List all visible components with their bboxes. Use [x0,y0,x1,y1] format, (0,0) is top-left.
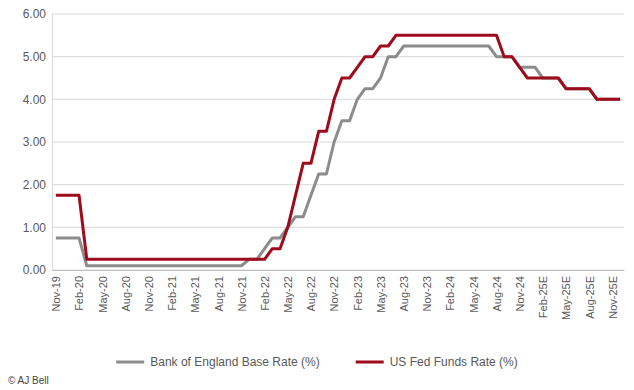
y-tick-label: 6.00 [23,7,47,21]
x-tick-label: Feb-23 [352,276,364,311]
x-tick-label: Nov-22 [328,276,340,311]
x-tick: Aug-22 [305,270,317,311]
x-tick: May-25E [560,270,572,320]
x-tick: Feb-21 [166,270,178,311]
annotation: © AJ Bell [8,375,49,386]
y-tick-label: 4.00 [23,93,47,107]
y-axis-line [52,15,53,271]
x-tick: Nov-22 [328,270,340,311]
legend: Bank of England Base Rate (%) US Fed Fund… [116,355,517,369]
x-tick-label: Nov-23 [421,276,433,311]
grid-line [52,56,624,57]
chart: 0.00 1.00 2.00 3.00 4.00 5.00 6.00 Nov-19 Feb-20… [0,0,634,390]
x-tick: Aug-24 [491,270,503,311]
y-tick: 6.00 [23,7,52,21]
grid-line [52,14,624,15]
x-tick: May-23 [375,270,387,313]
legend-item: Bank of England Base Rate (%) [116,355,319,369]
x-tick: Feb-20 [73,270,85,311]
grid-line [52,227,624,228]
watermark: © AJ Bell [5,373,52,388]
x-tick-label: Feb-20 [73,276,85,311]
x-tick: May-22 [282,270,294,313]
x-tick-label: Nov-19 [50,276,62,311]
x-tick: Aug-23 [398,270,410,311]
x-tick: Aug-20 [120,270,132,311]
grid-line [52,142,624,143]
x-tick-label: May-24 [468,276,480,313]
x-tick: May-24 [468,270,480,313]
x-axis-line [53,270,625,271]
x-tick-label: Feb-25E [537,276,549,318]
x-axis: Nov-19 Feb-20 May-20 Aug-20 Nov-20 Feb-21 May-… [50,270,624,320]
x-tick-label: Aug-23 [398,276,410,311]
grid-line [52,184,624,185]
x-tick-label: May-20 [97,276,109,313]
legend-item: US Fed Funds Rate (%) [356,355,518,369]
x-tick-label: Aug-25E [584,276,596,319]
annotation-box [5,373,52,388]
series-line [56,35,620,259]
x-tick: Feb-24 [444,270,456,311]
x-tick-label: May-25E [560,276,572,320]
legend-swatch [116,361,144,364]
x-tick-label: May-21 [189,276,201,313]
y-tick: 5.00 [23,50,52,64]
x-tick: May-21 [189,270,201,313]
y-tick: 2.00 [23,178,52,192]
y-tick: 1.00 [23,221,52,235]
legend-swatch [356,361,384,364]
x-tick-label: Nov-24 [514,276,526,311]
x-tick: Nov-20 [143,270,155,311]
y-tick-label: 1.00 [23,221,47,235]
x-tick: Nov-21 [236,270,248,311]
x-tick-label: May-22 [282,276,294,313]
x-tick: Nov-19 [50,270,62,311]
y-tick-label: 5.00 [23,50,47,64]
x-tick-label: Aug-22 [305,276,317,311]
x-tick: Aug-25E [584,270,596,319]
y-tick: 3.00 [23,135,52,149]
x-tick-label: Feb-24 [444,276,456,311]
x-tick-label: May-23 [375,276,387,313]
x-tick-label: Nov-21 [236,276,248,311]
x-tick-label: Aug-20 [120,276,132,311]
y-tick-label: 0.00 [23,263,47,277]
legend-label: Bank of England Base Rate (%) [150,355,319,369]
x-tick: Nov-23 [421,270,433,311]
x-tick: Aug-21 [213,270,225,311]
y-tick-label: 3.00 [23,135,47,149]
x-tick: May-20 [97,270,109,313]
x-tick-label: Nov-20 [143,276,155,311]
series-lines [56,35,620,265]
grid-line [52,99,624,100]
x-tick: Feb-25E [537,270,549,318]
x-tick: Nov-24 [514,270,526,311]
x-tick-label: Feb-22 [259,276,271,311]
grid-line [52,270,624,271]
y-axis: 0.00 1.00 2.00 3.00 4.00 5.00 6.00 [23,7,53,277]
x-tick-label: Aug-21 [213,276,225,311]
x-tick: Feb-23 [352,270,364,311]
x-tick-label: Aug-24 [491,276,503,311]
x-tick-label: Feb-21 [166,276,178,311]
y-tick: 4.00 [23,93,52,107]
y-tick: 0.00 [23,263,52,277]
x-tick: Nov-25E [607,270,619,319]
legend-label: US Fed Funds Rate (%) [390,355,518,369]
grid [52,14,624,270]
x-tick-label: Nov-25E [607,276,619,319]
x-tick: Feb-22 [259,270,271,311]
y-tick-label: 2.00 [23,178,47,192]
